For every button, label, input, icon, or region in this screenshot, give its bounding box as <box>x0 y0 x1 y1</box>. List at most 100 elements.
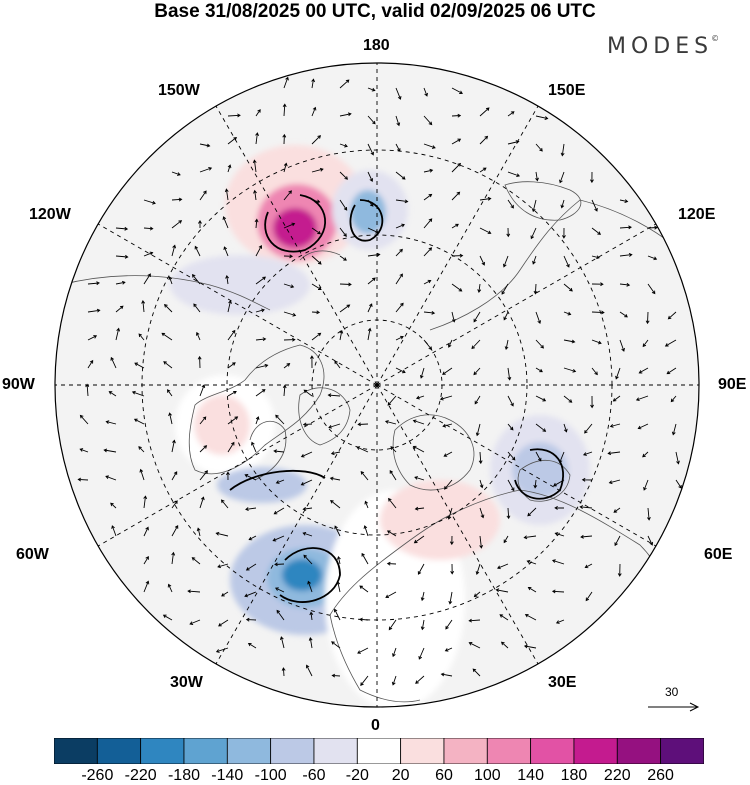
wind-vector <box>255 109 261 117</box>
wind-vector <box>533 283 538 295</box>
wind-vector <box>283 162 288 173</box>
wind-vector <box>473 367 481 376</box>
wind-vector <box>302 506 313 511</box>
wind-vector <box>138 333 145 341</box>
wind-vector <box>199 496 205 509</box>
wind-vector <box>584 423 593 434</box>
wind-vector <box>471 339 481 350</box>
wind-vector <box>418 647 425 660</box>
wind-vector <box>473 591 481 598</box>
wind-vector <box>451 138 462 145</box>
wind-vector <box>199 470 208 481</box>
wind-vector <box>451 223 459 229</box>
wind-vector <box>79 414 89 425</box>
wind-vector <box>477 283 482 293</box>
wind-vector <box>560 199 565 209</box>
wind-vector <box>495 588 509 593</box>
negative-anomaly-central-atlantic <box>282 559 322 591</box>
wind-vector <box>474 395 481 405</box>
wind-vector <box>283 76 289 89</box>
wind-vector <box>197 355 202 369</box>
wind-vector <box>423 218 433 229</box>
lon-label-90w: 90W <box>2 376 35 393</box>
wind-vector <box>227 441 235 453</box>
colorbar-tick-label: -20 <box>345 767 369 784</box>
wind-vector <box>563 367 577 373</box>
wind-vector <box>613 507 621 513</box>
wind-vector <box>415 675 425 684</box>
wind-vector <box>215 531 229 537</box>
wind-vector <box>479 255 486 266</box>
wind-vector <box>336 555 341 565</box>
wind-vector <box>647 225 658 230</box>
wind-vector <box>245 507 257 512</box>
wind-vector <box>191 557 201 565</box>
wind-vector <box>302 422 313 427</box>
wind-vector <box>334 525 341 537</box>
wind-vector <box>339 282 352 287</box>
wind-vector <box>227 113 241 118</box>
map-boundary <box>54 62 700 708</box>
wind-vector <box>667 311 677 320</box>
wind-vector <box>415 395 425 400</box>
colorbar-tick-label: -180 <box>167 767 200 784</box>
wind-vector <box>143 226 154 231</box>
colorbar-swatch <box>96 738 142 764</box>
colorbar-swatch <box>400 738 445 764</box>
coastline-labrador <box>249 420 287 481</box>
wind-vector <box>423 115 433 126</box>
positive-anomaly-western-europe <box>380 480 500 560</box>
wind-vector <box>423 87 428 97</box>
wind-vector <box>451 253 464 258</box>
coastline-siberia <box>429 199 691 331</box>
wind-vector <box>479 107 490 117</box>
wind-vector <box>162 614 173 621</box>
wind-vector <box>115 254 129 259</box>
wind-vector <box>163 303 173 313</box>
wind-vector <box>504 339 509 351</box>
wind-vector <box>189 619 201 625</box>
wind-vector <box>535 423 547 432</box>
wind-vector <box>647 507 651 521</box>
negative-anomaly-canada <box>170 255 310 315</box>
wind-vector <box>503 311 509 321</box>
wind-vector <box>87 335 98 341</box>
wind-vector <box>308 637 313 649</box>
wind-vector <box>198 220 202 228</box>
colorbar-tick-label: -100 <box>254 767 287 784</box>
wind-vector <box>111 525 117 537</box>
wind-vector <box>247 642 257 649</box>
wind-vector <box>530 227 537 240</box>
wind-vector <box>475 563 481 575</box>
wind-vector <box>614 535 621 547</box>
wind-vector <box>141 300 146 313</box>
wind-vector <box>367 87 376 92</box>
colorbar-tick-label: 180 <box>560 767 588 784</box>
wind-vector <box>388 619 397 631</box>
wind-vector <box>637 423 649 430</box>
colorbar-tick-label: 220 <box>603 767 631 784</box>
wind-vector <box>331 641 341 649</box>
wind-vector <box>423 143 436 149</box>
wind-vector <box>134 362 145 369</box>
wind-vector <box>507 451 516 461</box>
wind-vector <box>496 563 509 570</box>
streamlines <box>229 194 565 603</box>
wind-vector <box>274 562 285 567</box>
colorbar-tick-label: 260 <box>647 767 674 784</box>
wind-vector <box>339 199 348 211</box>
wind-vector <box>191 274 201 285</box>
wind-vector <box>479 507 485 519</box>
wind-vector <box>563 395 573 403</box>
wind-vector <box>451 191 461 201</box>
lon-label-120w: 120W <box>29 206 71 223</box>
wind-vector <box>87 359 94 369</box>
wind-vector <box>499 614 509 621</box>
wind-vector <box>647 535 654 546</box>
wind-vector <box>367 303 373 313</box>
wind-vector <box>395 87 402 100</box>
wind-vector <box>451 113 462 118</box>
wind-vector <box>535 311 542 325</box>
colorbar-tick-label: 100 <box>473 767 501 784</box>
